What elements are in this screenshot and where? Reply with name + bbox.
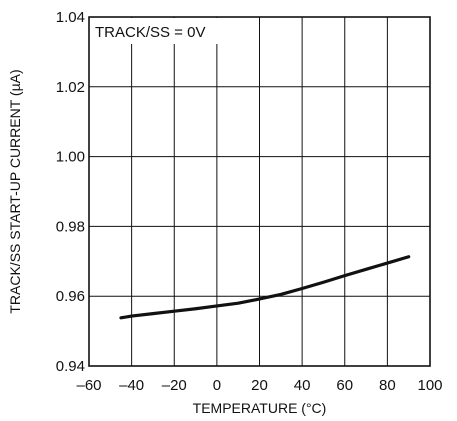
x-tick-label: 20 [251, 377, 268, 394]
x-tick-label: 100 [417, 377, 442, 394]
plot-frame [88, 16, 431, 367]
series-layer [119, 255, 411, 320]
x-tick-label: –20 [162, 377, 187, 394]
y-tick-label: 1.00 [56, 149, 85, 166]
x-tick-label: –60 [76, 377, 101, 394]
x-tick-label: 0 [213, 377, 221, 394]
y-tick-label: 0.98 [56, 218, 85, 235]
annotation-box [90, 18, 221, 44]
x-axis-tick-labels: –60 –40 –20 0 20 40 60 80 100 [76, 377, 442, 394]
x-tick-label: 60 [336, 377, 353, 394]
x-tick-label: 80 [379, 377, 396, 394]
grid-lines [89, 17, 430, 366]
y-axis-label: TRACK/SS START-UP CURRENT (µA) [7, 69, 23, 313]
y-tick-label: 0.94 [56, 358, 85, 375]
series-line [119, 255, 411, 320]
annotation-label: TRACK/SS = 0V [95, 24, 205, 41]
y-tick-label: 0.96 [56, 288, 85, 305]
y-axis-tick-labels: 0.94 0.96 0.98 1.00 1.02 1.04 [56, 9, 85, 375]
y-tick-label: 1.04 [56, 9, 85, 26]
y-tick-label: 1.02 [56, 79, 85, 96]
x-tick-label: –40 [119, 377, 144, 394]
x-axis-label: TEMPERATURE (°C) [193, 400, 327, 416]
x-tick-label: 40 [294, 377, 311, 394]
